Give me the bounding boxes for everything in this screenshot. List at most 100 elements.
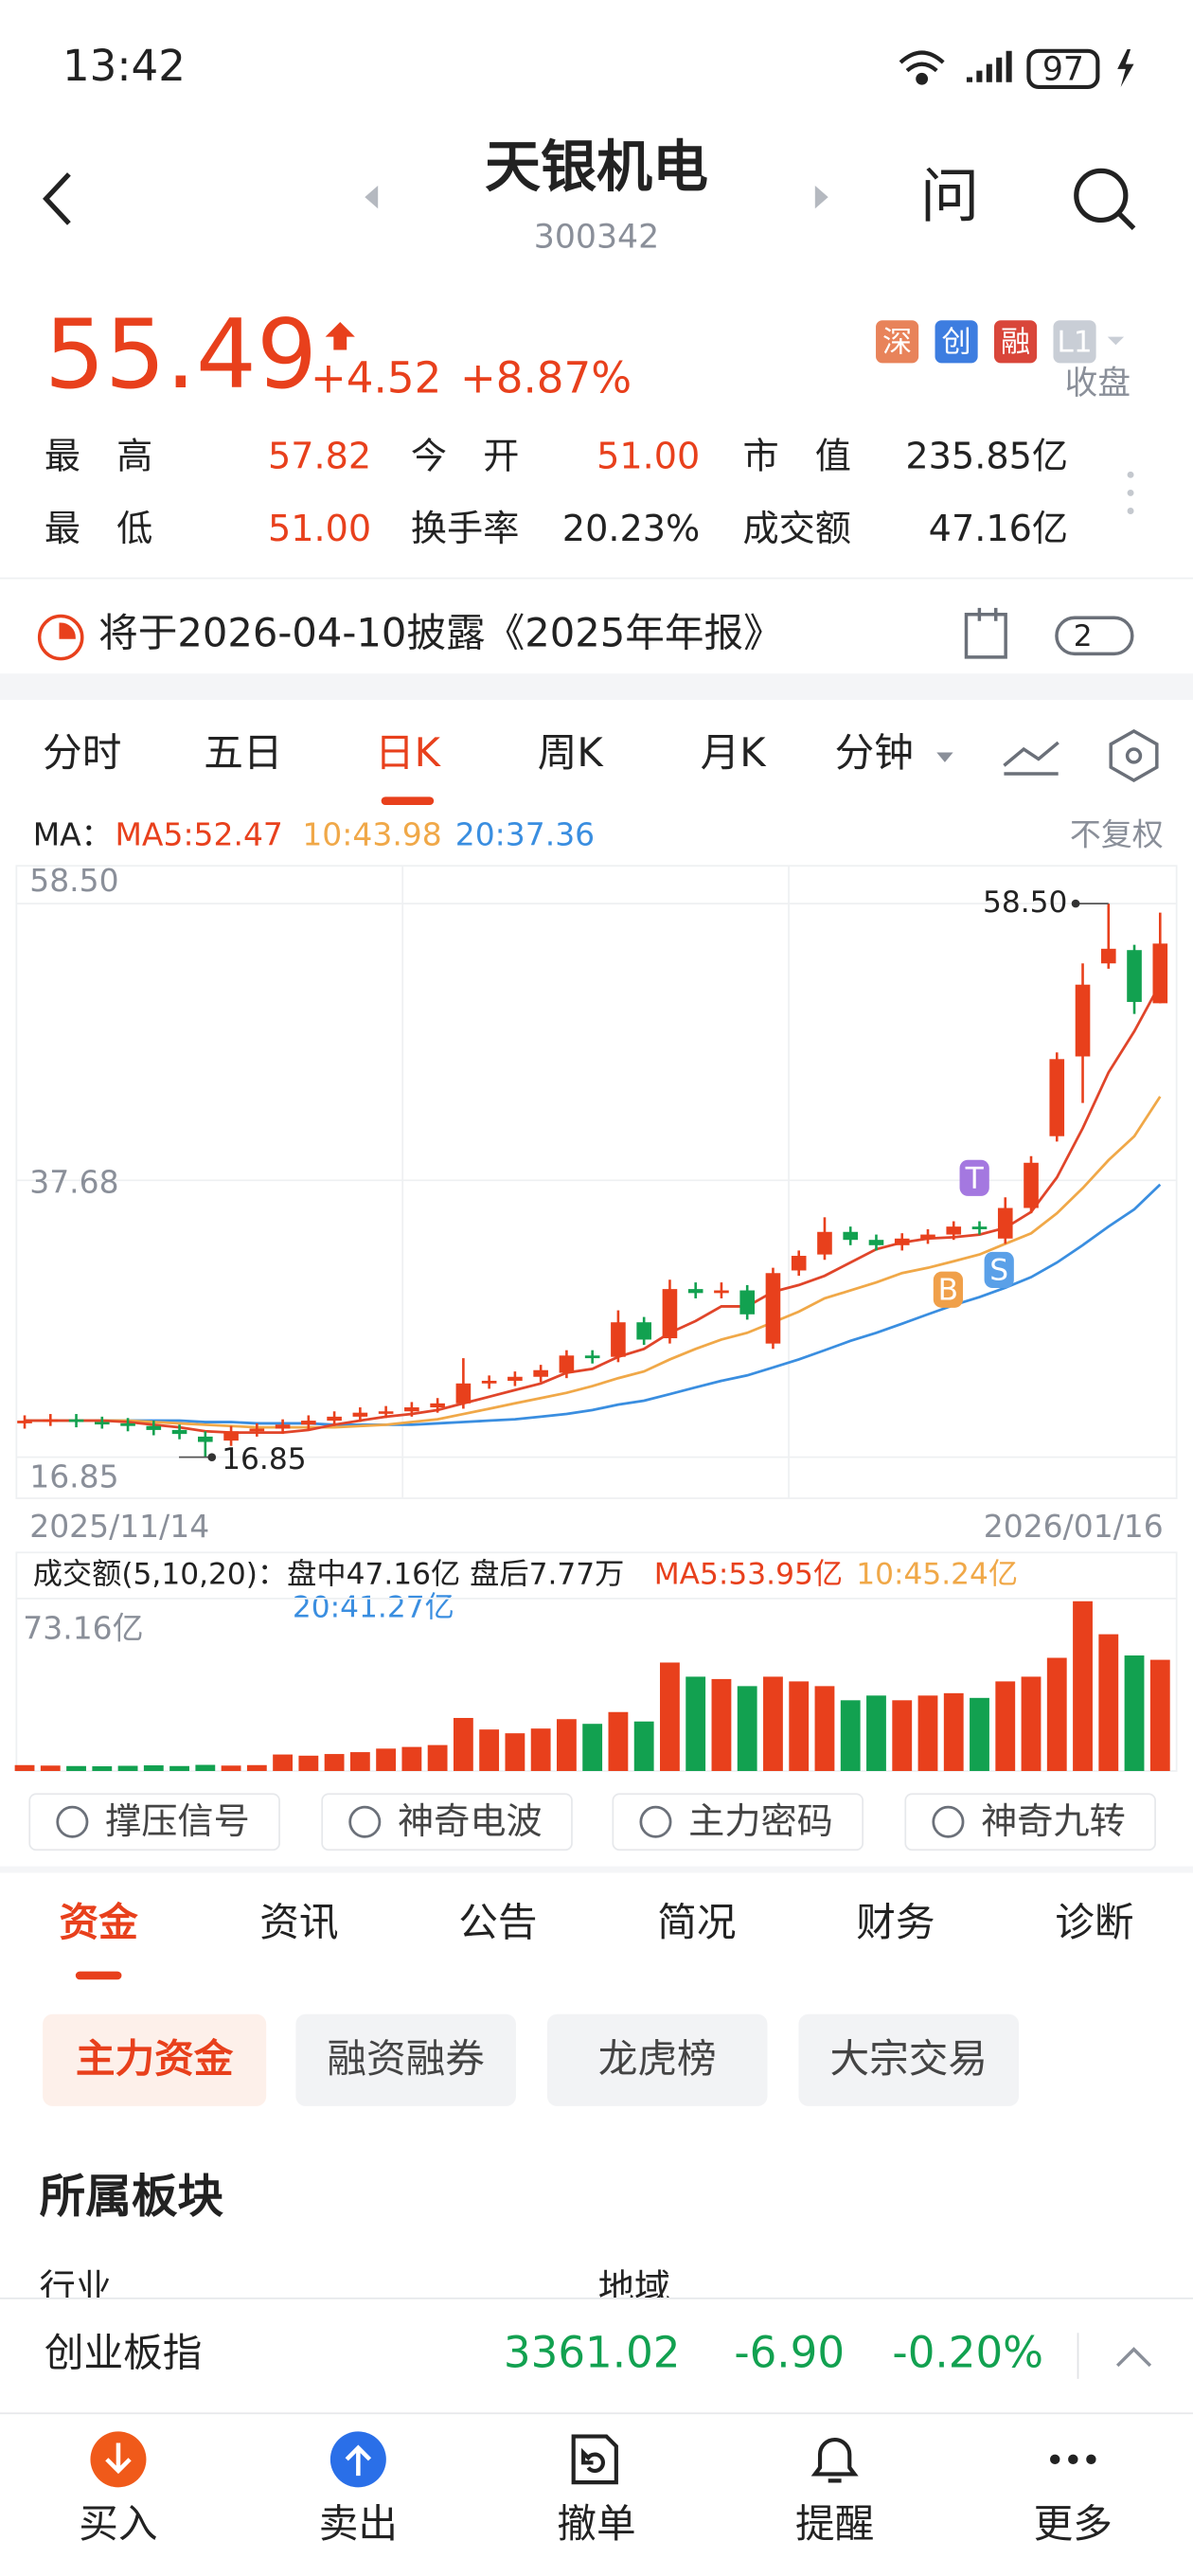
next-stock[interactable] (814, 186, 828, 209)
stock-name: 天银机电 (485, 134, 708, 200)
sub-tab[interactable] (798, 2013, 1020, 2106)
period-tab[interactable]: 月K (701, 729, 768, 776)
period-tab[interactable]: 日K (375, 729, 442, 776)
indicator-button[interactable] (1003, 741, 1059, 776)
period-tab[interactable]: 分时 (43, 729, 121, 776)
stat-label: 最 低 (45, 509, 153, 550)
trade-marker[interactable] (984, 1251, 1014, 1288)
notice-count-pill[interactable] (1055, 616, 1134, 656)
ma-prefix: MA： (33, 815, 113, 852)
badge-dropdown[interactable] (1107, 336, 1125, 346)
dot (1050, 2454, 1060, 2465)
cancel-icon[interactable] (571, 2434, 618, 2485)
tool-button[interactable] (904, 1793, 1156, 1852)
status-time: 13:42 (62, 41, 186, 91)
candle-body (765, 1273, 781, 1344)
volume-bar (117, 1765, 138, 1771)
tool-button[interactable] (28, 1793, 280, 1852)
price-change-percent: +8.87% (460, 352, 632, 402)
volume-bar (686, 1676, 706, 1771)
ma10-legend: 10:43.98 (302, 815, 441, 852)
trade-marker[interactable] (933, 1271, 964, 1308)
tool-button[interactable] (612, 1793, 864, 1852)
volume-bar (582, 1724, 603, 1771)
prev-stock[interactable] (365, 186, 379, 209)
volume-bar (376, 1748, 397, 1771)
back-button[interactable] (43, 172, 71, 225)
volume-bar (840, 1700, 861, 1771)
nav-label[interactable]: 更多 (1034, 2500, 1113, 2547)
more-dots[interactable] (1127, 471, 1134, 514)
tool-buttons: 撑压信号 神奇电波 主力密码 神奇九转 (28, 1793, 1156, 1852)
section-tab[interactable]: 诊断 (1055, 1899, 1133, 1945)
settings-button[interactable] (1109, 728, 1159, 782)
ma5-line (25, 983, 1162, 1435)
notice-text[interactable]: 将于2026-04-10披露《2025年年报》 (98, 609, 783, 655)
tool-icon (348, 1805, 382, 1838)
period-tab[interactable]: 五日 (204, 729, 282, 776)
sub-tab-label: 龙虎榜 (598, 2035, 717, 2082)
candle-body (171, 1429, 187, 1435)
notice-circle (37, 614, 84, 661)
ask-button[interactable]: 问 (920, 162, 979, 231)
stat-value: 20.23% (562, 509, 701, 550)
expand-button[interactable] (1115, 2347, 1152, 2368)
adjust-mode[interactable]: 不复权 (1070, 815, 1164, 852)
volume-bar (995, 1681, 1016, 1771)
wifi-icon (899, 50, 945, 73)
nav-label[interactable]: 买入 (79, 2500, 157, 2547)
candle-body (791, 1256, 807, 1271)
volume-bar (479, 1729, 500, 1771)
dropdown-arrow[interactable] (936, 752, 953, 762)
board-title: 所属板块 (40, 2171, 224, 2224)
stat-label: 成交额 (742, 509, 851, 550)
section-tab[interactable]: 公告 (458, 1899, 537, 1945)
period-tab[interactable]: 分钟 (835, 729, 914, 776)
stat-value: 51.00 (596, 436, 700, 477)
nav-label[interactable]: 撤单 (557, 2500, 635, 2547)
search-button[interactable] (1074, 168, 1136, 230)
section-tab[interactable]: 财务 (856, 1899, 935, 1945)
section-tab[interactable]: 资金 (59, 1899, 138, 1945)
dot (1127, 508, 1134, 514)
volume-ma5: MA5:53.95亿 (654, 1558, 843, 1592)
volume-bar (633, 1721, 654, 1771)
candle-body (584, 1355, 600, 1359)
candle-body (1152, 943, 1168, 1004)
volume-bar (970, 1697, 989, 1771)
volume-bar (917, 1695, 938, 1771)
more-icon[interactable] (1050, 2454, 1096, 2465)
candle-body (559, 1355, 575, 1373)
volume-bar (866, 1695, 886, 1771)
candle-body (404, 1407, 419, 1412)
sub-tab[interactable] (546, 2013, 768, 2106)
dot (1086, 2454, 1096, 2465)
period-tab[interactable]: 周K (538, 729, 605, 776)
candle-body (714, 1290, 729, 1294)
calendar-icon[interactable] (964, 607, 1007, 659)
volume-bar (427, 1744, 448, 1771)
volume-bar (892, 1700, 913, 1771)
volume-bar (401, 1746, 422, 1771)
sub-tab[interactable] (295, 2013, 516, 2106)
candle-body (1100, 948, 1116, 964)
ma10-line (25, 1096, 1162, 1429)
dot (1068, 2454, 1078, 2465)
stat-value: 51.00 (268, 509, 371, 550)
trade-marker-label: S (989, 1254, 1008, 1288)
sub-tab-label: 融资融券 (327, 2035, 485, 2082)
section-tab[interactable]: 资讯 (259, 1899, 338, 1945)
nav-label[interactable]: 卖出 (319, 2500, 398, 2547)
section-tab[interactable]: 简况 (657, 1899, 736, 1945)
trade-marker[interactable] (959, 1159, 989, 1196)
volume-bar (273, 1754, 294, 1771)
sub-tab[interactable] (43, 2013, 267, 2106)
tool-label: 神奇电波 (398, 1801, 543, 1843)
tool-button[interactable] (321, 1793, 573, 1852)
candle-body (920, 1234, 935, 1239)
nav-label[interactable]: 提醒 (795, 2500, 874, 2547)
badge (994, 320, 1038, 364)
min-dot (207, 1453, 217, 1462)
alert-icon[interactable] (810, 2438, 859, 2483)
index-bar[interactable] (0, 2298, 1193, 2414)
